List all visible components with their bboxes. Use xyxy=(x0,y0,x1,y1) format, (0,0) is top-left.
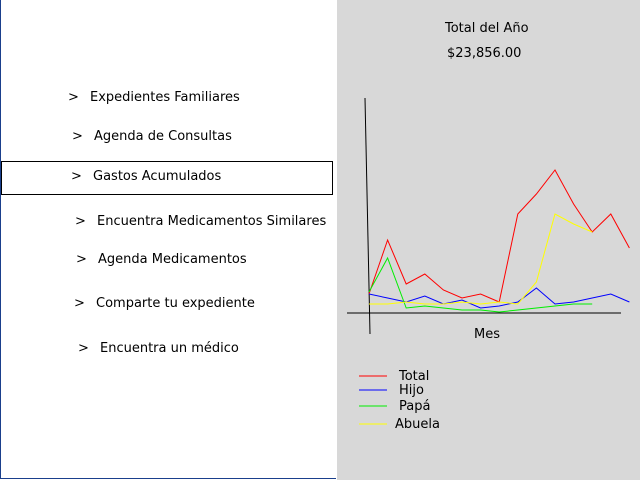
menu-item-expedientes-familiares[interactable]: > Expedientes Familiares xyxy=(68,90,240,106)
menu-item-label: Expedientes Familiares xyxy=(90,90,240,105)
menu-item-gastos-acumulados[interactable]: > Gastos Acumulados xyxy=(71,169,221,185)
y-axis-line xyxy=(364,97,371,335)
navigation-panel: > Expedientes Familiares > Agenda de Consu… xyxy=(0,0,336,479)
summary-title: Total del Año xyxy=(445,21,529,36)
chevron-right-icon: > xyxy=(75,214,86,229)
legend-label-abuela: Abuela xyxy=(395,417,440,432)
menu-item-label: Agenda Medicamentos xyxy=(98,252,247,267)
menu-item-label: Encuentra un médico xyxy=(100,341,239,356)
series-line-hijo xyxy=(368,287,630,309)
legend-label-papá: Papá xyxy=(399,399,430,414)
menu-item-encuentra-medico[interactable]: > Encuentra un médico xyxy=(78,341,239,357)
summary-amount: $23,856.00 xyxy=(447,46,522,61)
menu-item-medicamentos-similares[interactable]: > Encuentra Medicamentos Similares xyxy=(75,214,326,230)
menu-item-comparte-expediente[interactable]: > Comparte tu expediente xyxy=(74,296,255,312)
chevron-right-icon: > xyxy=(74,296,85,311)
series-line-papá xyxy=(368,256,593,313)
chevron-right-icon: > xyxy=(78,341,89,356)
menu-item-agenda-medicamentos[interactable]: > Agenda Medicamentos xyxy=(76,252,247,268)
chevron-right-icon: > xyxy=(76,252,87,267)
menu-item-label: Gastos Acumulados xyxy=(93,169,222,184)
menu-item-label: Agenda de Consultas xyxy=(94,129,232,144)
menu-item-label: Comparte tu expediente xyxy=(96,296,255,311)
series-line-abuela xyxy=(369,213,593,305)
chevron-right-icon: > xyxy=(72,129,83,144)
summary-panel: Total del Año $23,856.00 Mes Total Hijo Pa… xyxy=(337,0,640,480)
series-layer xyxy=(368,169,630,313)
legend-label-hijo: Hijo xyxy=(399,383,424,398)
menu-item-label: Encuentra Medicamentos Similares xyxy=(97,214,327,229)
series-line-total xyxy=(368,169,630,303)
chevron-right-icon: > xyxy=(68,90,79,105)
x-axis-label: Mes xyxy=(474,327,500,342)
menu-item-agenda-consultas[interactable]: > Agenda de Consultas xyxy=(72,129,232,145)
menu-selection-frame xyxy=(1,161,333,195)
chevron-right-icon: > xyxy=(71,169,82,184)
legend-label-total: Total xyxy=(398,369,429,384)
